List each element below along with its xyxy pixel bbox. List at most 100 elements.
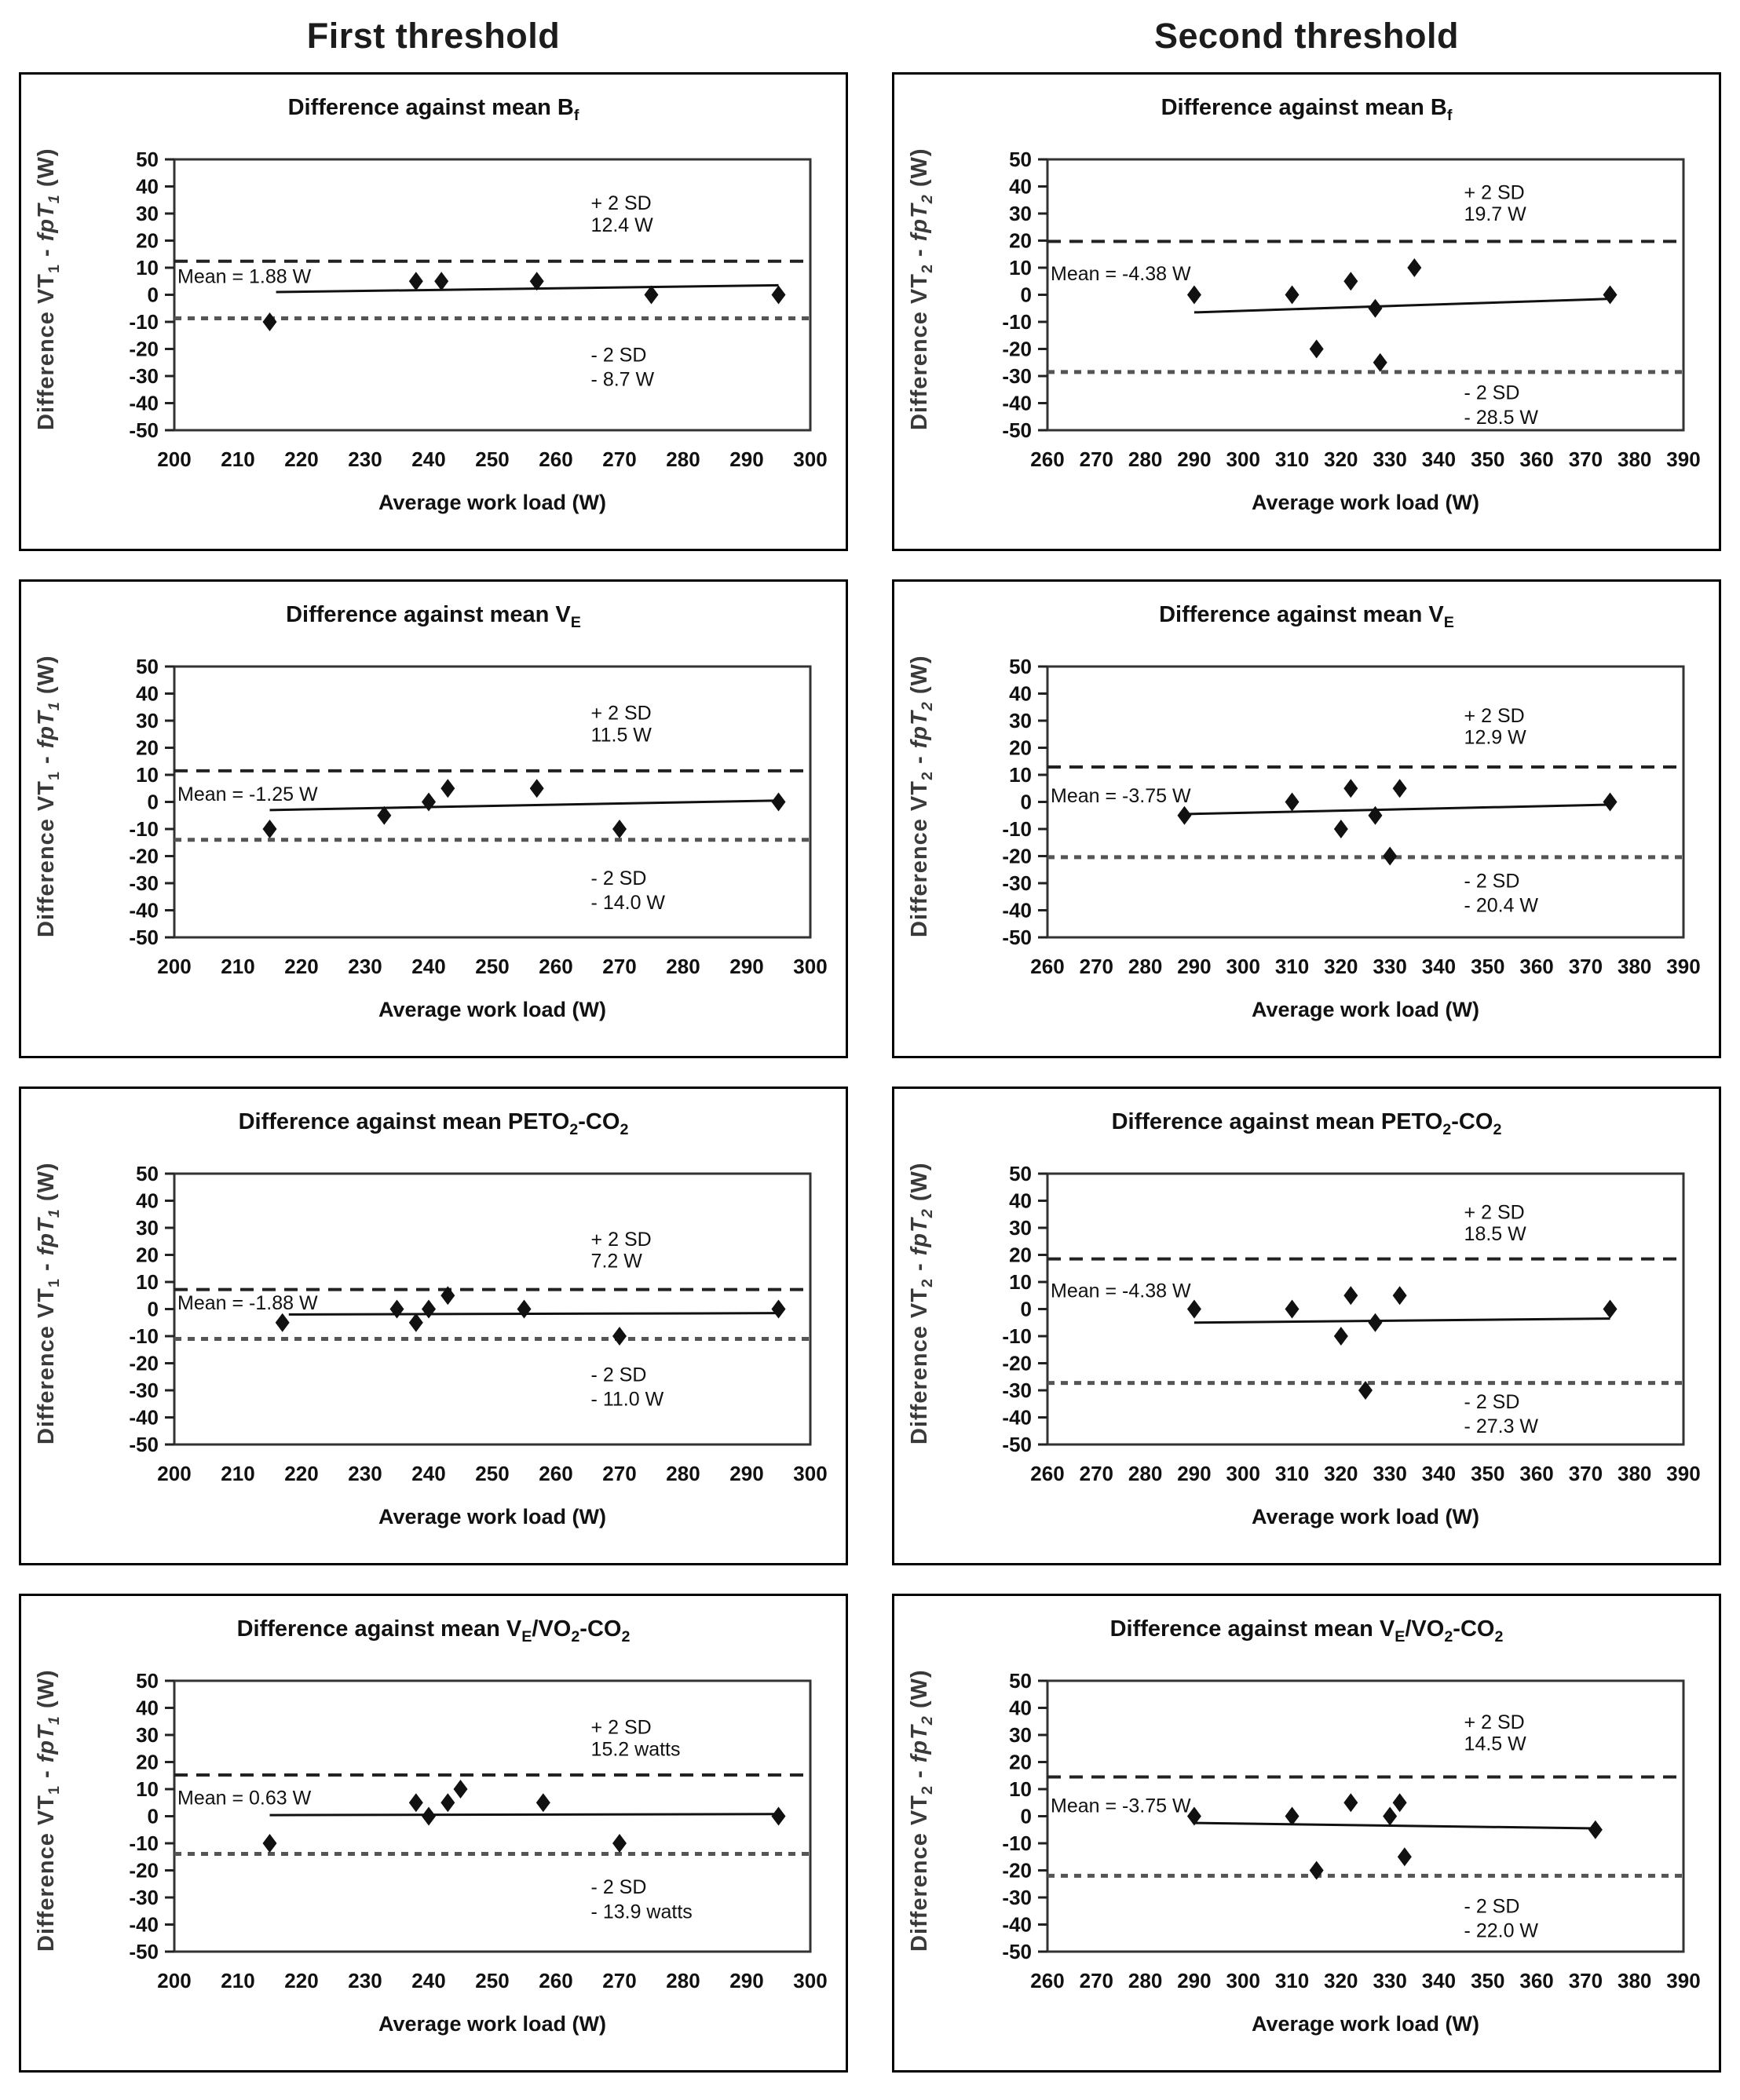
x-tick-label: 270 [602,447,636,471]
chart-panel-peto2-first: Difference against mean PETO2-CO2 Differe… [19,1087,848,1565]
y-tick-label: 40 [1009,1696,1032,1720]
x-tick-label: 350 [1471,1462,1504,1485]
y-tick-label: -40 [1002,899,1032,922]
x-tick-label: 300 [1226,955,1260,978]
plus-2sd-label: + 2 SD [591,1717,652,1739]
label-segment: 2 [1493,1120,1502,1138]
label-segment: Difference against mean V [286,602,571,627]
y-tick-label: -20 [129,1352,159,1375]
data-point [262,820,277,838]
data-point [408,1793,423,1813]
mean-label: Mean = -1.88 W [177,1292,318,1314]
x-tick-label: 280 [666,955,700,978]
y-tick-label: -10 [1002,1832,1032,1855]
x-tick-label: 200 [157,955,191,978]
y-tick-label: -30 [129,1379,159,1402]
x-tick-label: 260 [1030,955,1064,978]
y-tick-label: 50 [1009,1669,1032,1693]
mean-label: Mean = -3.75 W [1051,1795,1191,1817]
label-segment: Difference against mean V [236,1616,522,1642]
x-tick-label: 260 [1030,447,1064,471]
chart-panel-bf-first: Difference against mean Bf Difference VT1… [19,72,848,551]
data-point [434,272,449,291]
x-tick-label: 230 [348,447,382,471]
x-tick-label: 290 [1177,1462,1211,1485]
plot-border [173,1679,812,1953]
x-tick-label: 360 [1519,1462,1553,1485]
data-point [1603,1299,1618,1319]
label-segment: Difference against mean V [1109,1616,1395,1642]
x-tick-label: 220 [284,1462,318,1485]
y-tick-label: 20 [1009,1244,1032,1267]
data-point [1368,805,1383,825]
column-headers: First threshold Second threshold [19,16,1721,57]
trend-line [276,283,779,294]
x-tick-label: 260 [539,1969,572,1992]
label-segment: /VO [532,1616,572,1642]
x-tick-label: 370 [1569,955,1603,978]
plot-border [1046,1172,1685,1446]
y-tick-label: 10 [136,1777,159,1801]
label-segment: E [570,613,581,631]
x-tick-label: 320 [1324,1462,1358,1485]
data-point [1383,846,1398,866]
x-tick-label: 300 [793,447,827,471]
trend-line [1184,803,1610,816]
data-point [1343,272,1358,291]
label-segment: 2 [621,1627,631,1645]
y-tick-label: -40 [1002,1406,1032,1430]
y-tick-label: 30 [136,202,159,225]
x-tick-label: 370 [1569,1462,1603,1485]
trend-line [269,1813,779,1817]
column-header-second-threshold: Second threshold [1153,16,1460,56]
x-tick-label: 240 [411,1462,445,1485]
x-tick-label: 320 [1324,955,1358,978]
label-segment: E [521,1627,532,1645]
x-tick-label: 200 [157,1969,191,1992]
y-tick-label: 40 [136,175,159,199]
x-tick-label: 280 [1128,955,1162,978]
x-tick-label: 350 [1471,447,1504,471]
x-tick-label: 310 [1275,1969,1309,1992]
x-tick-label: 230 [348,1969,382,1992]
plus-2sd-label: 12.9 W [1464,727,1527,749]
y-tick-label: 20 [1009,736,1032,760]
y-tick-label: -50 [129,1940,159,1963]
x-tick-label: 380 [1618,955,1651,978]
chart-title: Difference against mean VE [894,602,1719,632]
x-tick-label: 300 [793,955,827,978]
plus-2sd-label: 11.5 W [591,724,652,746]
label-segment: 2 [620,1120,629,1138]
y-tick-label: 20 [136,736,159,760]
minus-2sd-label: - 2 SD [1464,871,1520,893]
x-axis-title: Average work load (W) [378,1505,606,1528]
x-tick-label: 220 [284,1969,318,1992]
y-tick-label: -20 [129,845,159,868]
data-point [1186,285,1201,305]
plus-2sd-label: + 2 SD [1464,1201,1525,1223]
y-tick-label: 30 [1009,1723,1032,1747]
minus-2sd-label: - 2 SD [591,1364,647,1386]
minus-2sd-label: - 8.7 W [591,368,655,390]
data-point [1343,1793,1358,1813]
y-tick-label: -30 [1002,364,1032,388]
x-axis-title: Average work load (W) [378,491,606,514]
x-tick-label: 310 [1275,447,1309,471]
label-segment: 2 [1494,1627,1504,1645]
data-point [771,1299,786,1319]
data-point [1177,805,1192,825]
y-tick-label: 0 [1021,791,1032,814]
x-tick-label: 290 [729,1969,763,1992]
minus-2sd-label: - 14.0 W [591,892,666,914]
data-point [1392,1793,1407,1813]
y-tick-label: -40 [129,392,159,415]
y-tick-label: 50 [136,1162,159,1185]
y-tick-label: -30 [1002,871,1032,895]
data-point [536,1793,550,1813]
data-point [644,285,659,305]
data-point [1285,792,1300,812]
trend-line [1194,1821,1596,1830]
chart-panel-bf-second: Difference against mean Bf Difference VT2… [892,72,1721,551]
y-tick-label: 40 [136,1696,159,1720]
plot-svg: 50 40 30 20 10 0 -10 -20 -30 -40 -50 200 210 220 230 24… [129,1669,827,2036]
